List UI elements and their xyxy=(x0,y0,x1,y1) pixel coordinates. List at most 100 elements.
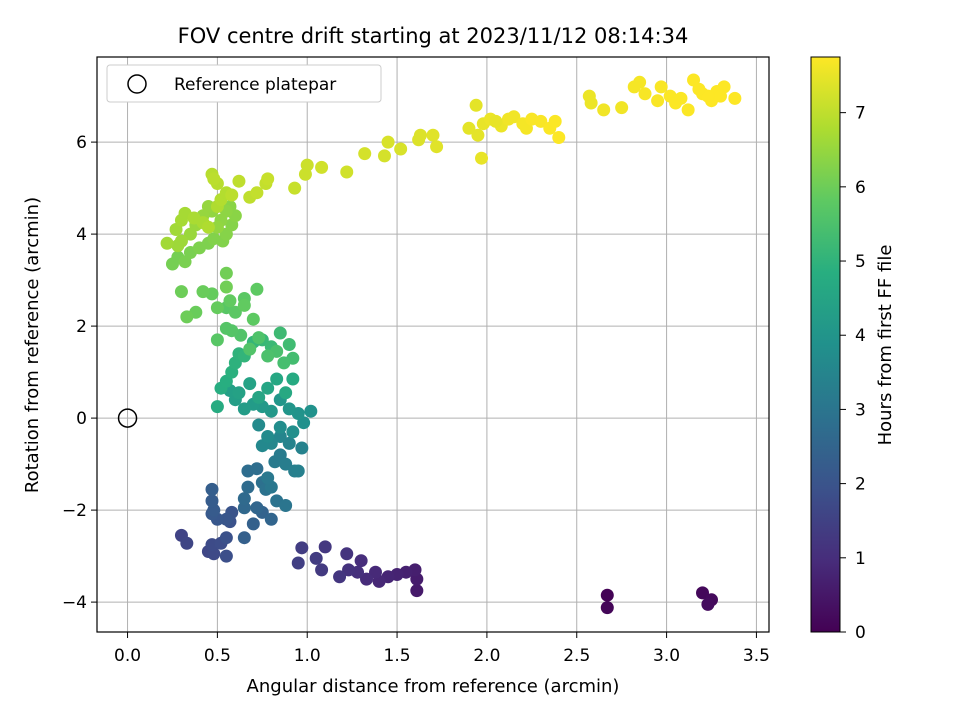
x-tick-label: 0.0 xyxy=(114,646,141,666)
data-point xyxy=(207,172,221,186)
data-point xyxy=(219,280,233,294)
data-point xyxy=(333,570,347,584)
data-point xyxy=(342,563,356,577)
data-point xyxy=(250,186,264,200)
x-tick-label: 1.0 xyxy=(294,646,321,666)
data-points xyxy=(160,73,742,615)
data-point xyxy=(273,430,287,443)
data-point xyxy=(219,321,233,335)
data-point xyxy=(360,572,374,586)
data-point xyxy=(228,305,242,319)
x-tick-label: 2.0 xyxy=(473,646,500,666)
data-point xyxy=(261,349,275,363)
y-tick-label: 6 xyxy=(76,133,87,153)
data-point xyxy=(225,188,239,202)
colorbar-tick-label: 5 xyxy=(855,252,866,272)
data-point xyxy=(681,103,695,117)
data-point xyxy=(654,80,668,94)
data-point xyxy=(246,517,260,531)
data-point xyxy=(394,142,408,156)
data-point xyxy=(210,301,224,315)
chart-title: FOV centre drift starting at 2023/11/12 … xyxy=(178,24,689,48)
data-point xyxy=(232,386,246,400)
data-point xyxy=(219,512,233,526)
data-point xyxy=(273,326,287,340)
data-point xyxy=(261,471,275,485)
data-point xyxy=(638,87,652,101)
data-point xyxy=(507,110,521,124)
data-point xyxy=(246,312,260,326)
y-tick-label: 4 xyxy=(76,225,87,245)
data-point xyxy=(261,172,275,186)
data-point xyxy=(600,588,614,602)
y-tick-label: 2 xyxy=(76,317,87,337)
data-point xyxy=(174,285,188,299)
data-point xyxy=(270,372,284,386)
colorbar-gradient xyxy=(810,56,841,633)
data-point xyxy=(210,400,224,414)
data-point xyxy=(232,174,246,188)
x-axis-label: Angular distance from reference (arcmin) xyxy=(247,676,620,697)
data-point xyxy=(288,181,302,195)
data-point xyxy=(430,140,444,154)
data-point xyxy=(196,285,210,299)
data-point xyxy=(264,512,278,526)
data-point xyxy=(219,531,233,545)
colorbar-tick-label: 3 xyxy=(855,400,866,420)
data-point xyxy=(534,114,548,128)
data-point xyxy=(243,377,257,391)
data-point xyxy=(410,584,424,598)
data-point xyxy=(252,418,266,432)
data-point xyxy=(279,457,293,471)
data-point xyxy=(279,386,293,400)
data-point xyxy=(291,556,305,570)
data-point xyxy=(600,601,614,615)
colorbar-tick-label: 1 xyxy=(855,549,866,569)
data-point xyxy=(282,436,296,450)
colorbar-tick-label: 6 xyxy=(855,178,866,198)
data-point xyxy=(701,89,715,103)
data-point xyxy=(597,103,611,117)
data-point xyxy=(223,294,237,308)
data-point xyxy=(354,554,368,568)
data-point xyxy=(261,430,275,443)
x-tick-label: 0.5 xyxy=(204,646,231,666)
data-point xyxy=(471,128,485,142)
data-point xyxy=(286,425,300,439)
data-point xyxy=(300,158,314,172)
data-point xyxy=(381,135,395,149)
legend-marker xyxy=(127,74,147,94)
data-point xyxy=(180,536,194,550)
data-point xyxy=(210,220,224,234)
reference-point xyxy=(117,408,138,428)
data-point xyxy=(205,494,219,508)
x-axis-ticks: 0.0 0.5 1.0 1.5 2.0 2.5 3.0 3.5 xyxy=(114,632,770,666)
data-point xyxy=(369,565,383,579)
legend-box xyxy=(106,64,382,103)
data-point xyxy=(304,404,318,418)
data-point xyxy=(160,236,174,250)
data-point xyxy=(250,282,264,296)
data-point xyxy=(728,91,742,105)
colorbar-tick-label: 4 xyxy=(855,326,866,346)
colorbar: 0 1 2 3 4 5 6 7 Hours from first FF file xyxy=(810,56,896,643)
data-point xyxy=(252,331,266,345)
data-point xyxy=(205,482,219,496)
data-point xyxy=(180,310,194,324)
data-point xyxy=(250,501,264,515)
colorbar-tick-label: 2 xyxy=(855,475,866,495)
data-point xyxy=(219,266,233,280)
y-tick-label: 0 xyxy=(76,409,87,429)
data-point xyxy=(309,551,323,565)
data-point xyxy=(219,549,233,563)
data-point xyxy=(462,121,476,135)
y-tick-label: −2 xyxy=(62,501,87,521)
y-axis-label: Rotation from reference (arcmin) xyxy=(22,197,43,493)
data-point xyxy=(237,531,251,545)
data-point xyxy=(295,441,309,455)
legend-label: Reference platepar xyxy=(174,75,336,95)
data-point xyxy=(171,239,185,253)
data-point xyxy=(295,541,309,555)
data-point xyxy=(633,75,647,89)
y-axis-ticks: −4 −2 0 2 4 6 xyxy=(62,133,97,613)
